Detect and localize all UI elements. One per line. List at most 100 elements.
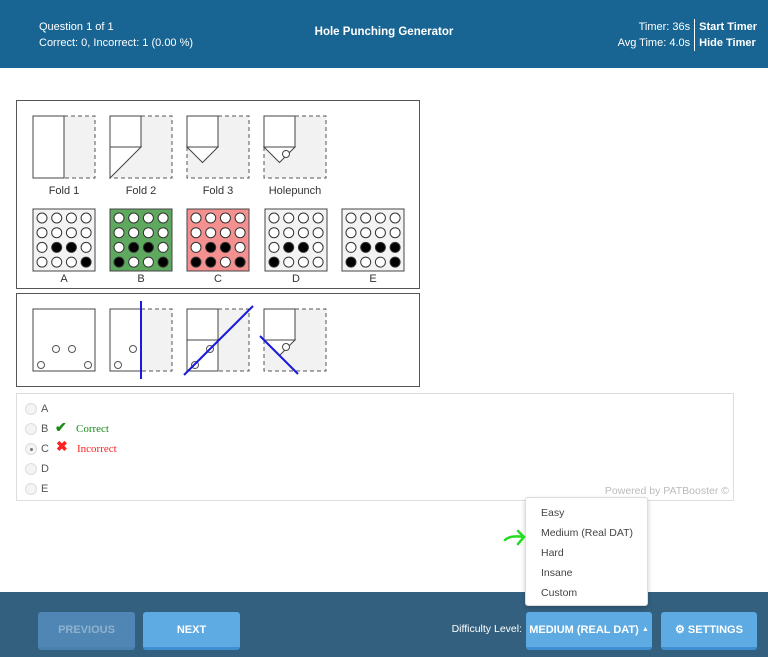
empty-hole [312,241,324,253]
choice-label: E [369,273,377,285]
menu-item-medium[interactable]: Medium (Real DAT) [541,527,633,539]
empty-hole [234,227,246,239]
empty-hole [312,256,324,268]
score: Correct: 0, Incorrect: 1 (0.00 %) [39,37,194,49]
option-label: B [41,423,49,435]
option-label: E [41,483,49,495]
timer: Timer: 36s [638,21,691,33]
radio[interactable] [25,443,37,455]
punched-hole [219,241,231,253]
caret-up-icon: ▲ [641,626,649,633]
difficulty-label: Difficulty Level: [451,623,522,635]
empty-hole [297,212,309,224]
page-title: Hole Punching Generator [314,26,454,38]
empty-hole [360,227,372,239]
next-button[interactable]: NEXT [143,612,240,650]
radio[interactable] [25,423,37,435]
punched-hole [297,241,309,253]
empty-hole [157,241,169,253]
option-label: D [41,463,49,475]
empty-hole [283,212,295,224]
empty-hole [80,241,92,253]
check-icon: ✔ [55,421,67,436]
punched-hole [51,241,63,253]
hide-timer-button[interactable]: Hide Timer [699,37,756,49]
incorrect-feedback: Incorrect [77,443,117,455]
empty-hole [283,227,295,239]
answer-option-c[interactable]: C [25,440,49,458]
menu-item-easy[interactable]: Easy [541,507,565,519]
answer-choice-c [186,208,250,272]
fold-1-figure [32,115,96,179]
answer-option-d[interactable]: D [25,460,49,478]
empty-hole [283,256,295,268]
empty-hole [205,227,217,239]
previous-button[interactable]: PREVIOUS [38,612,135,650]
empty-hole [360,212,372,224]
punched-hole [283,241,295,253]
empty-hole [389,212,401,224]
punched-hole [389,256,401,268]
fold-2-figure [109,115,173,180]
empty-hole [80,212,92,224]
empty-hole [360,256,372,268]
empty-hole [65,256,77,268]
punched-hole [268,256,280,268]
step-label: Fold 1 [48,185,80,197]
punched-hole [234,256,246,268]
empty-hole [128,212,140,224]
correct-feedback: Correct [76,423,109,435]
empty-hole [128,227,140,239]
punched-hole [360,241,372,253]
punched-hole [80,256,92,268]
answer-choice-e [341,208,405,272]
punched-hole [205,256,217,268]
empty-hole [190,212,202,224]
menu-item-insane[interactable]: Insane [541,567,573,579]
radio[interactable] [25,483,37,495]
choice-label: B [137,273,145,285]
empty-hole [51,212,63,224]
empty-hole [36,256,48,268]
cross-icon: ✖ [56,440,68,455]
solution-unfold-1 [183,305,254,376]
punched-hole [389,241,401,253]
header: Question 1 of 1 Correct: 0, Incorrect: 1 … [0,0,768,68]
empty-hole [312,212,324,224]
answer-option-e[interactable]: E [25,480,48,498]
punched-hole [128,241,140,253]
punched-hole [190,256,202,268]
settings-button[interactable]: ⚙ SETTINGS [661,612,757,650]
empty-hole [205,212,217,224]
radio[interactable] [25,463,37,475]
solution-unfold-2 [109,301,173,379]
choice-label: C [214,273,222,285]
punched-hole [374,241,386,253]
punched-hole [157,256,169,268]
start-timer-button[interactable]: Start Timer [699,21,757,33]
answer-option-b[interactable]: B [25,420,48,438]
answer-option-a[interactable]: A [25,400,48,418]
empty-hole [113,241,125,253]
difficulty-dropdown[interactable]: MEDIUM (REAL DAT) ▲ [526,612,652,650]
settings-label: SETTINGS [687,623,743,636]
empty-hole [345,212,357,224]
empty-hole [312,227,324,239]
option-label: C [41,443,49,455]
punched-hole [345,256,357,268]
empty-hole [128,256,140,268]
empty-hole [374,212,386,224]
empty-hole [219,256,231,268]
radio[interactable] [25,403,37,415]
empty-hole [65,212,77,224]
empty-hole [219,212,231,224]
step-label: Fold 2 [125,185,157,197]
empty-hole [190,241,202,253]
menu-item-custom[interactable]: Custom [541,587,578,599]
menu-item-hard[interactable]: Hard [541,547,564,559]
empty-hole [113,227,125,239]
footer: PREVIOUS NEXT Difficulty Level: MEDIUM (… [0,592,768,657]
empty-hole [268,241,280,253]
empty-hole [80,227,92,239]
difficulty-menu: Easy Medium (Real DAT) Hard Insane Custo… [525,497,648,606]
